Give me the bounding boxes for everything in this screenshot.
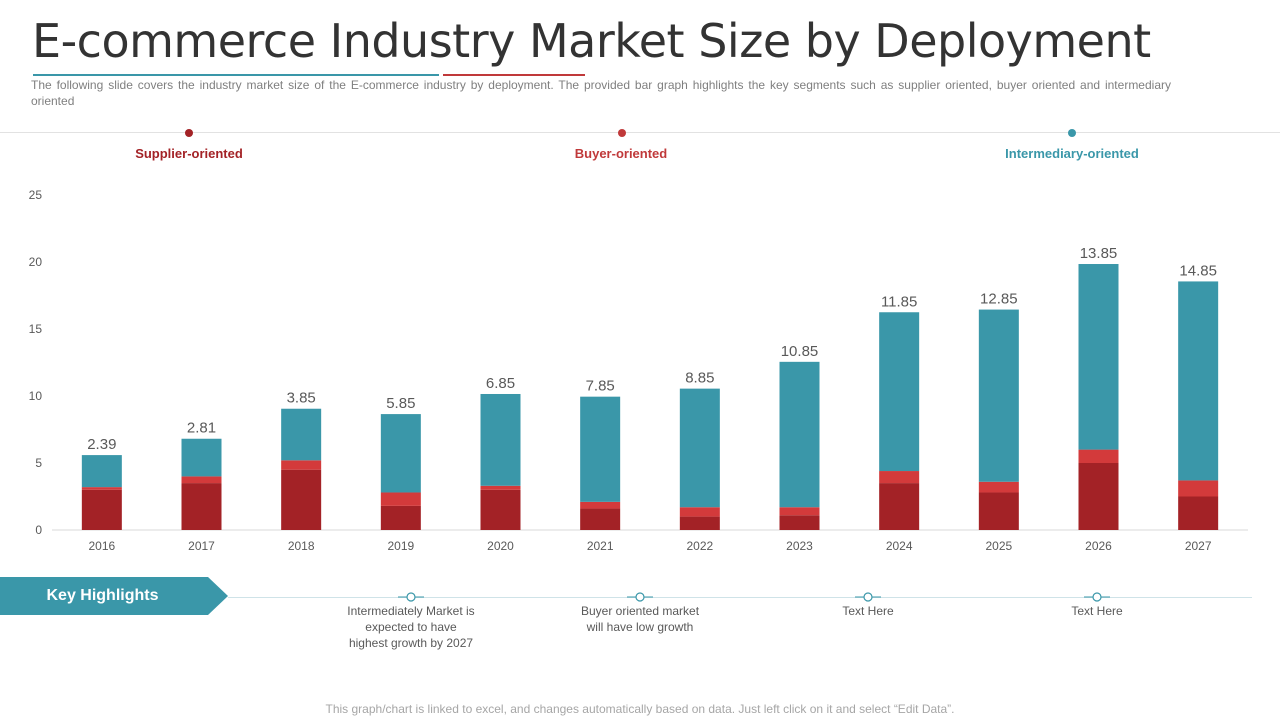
data-label: 14.85	[1179, 262, 1217, 279]
highlight-note-1: Intermediately Market is expected to hav…	[347, 604, 475, 650]
data-label: 6.85	[486, 375, 515, 392]
segment-dot-supplier	[185, 129, 193, 137]
data-label: 12.85	[980, 291, 1018, 308]
bar-segment	[879, 471, 920, 484]
x-tick-label: 2016	[88, 539, 115, 553]
y-tick-label: 5	[35, 456, 42, 470]
x-tick-label: 2018	[288, 539, 315, 553]
x-tick-label: 2022	[686, 539, 713, 553]
x-tick-label: 2027	[1185, 539, 1212, 553]
data-label: 2.39	[87, 436, 116, 453]
bar-segment	[81, 489, 122, 530]
bar-segment	[1078, 449, 1119, 463]
highlight-note-2: Buyer oriented market will have low grow…	[580, 604, 700, 634]
data-label: 3.85	[287, 390, 316, 407]
bar-segment	[1078, 264, 1119, 450]
bar-segment	[181, 438, 222, 477]
x-tick-label: 2021	[587, 539, 614, 553]
bar-segment	[181, 476, 222, 484]
bar-segment	[779, 515, 820, 530]
highlight-marker	[855, 592, 881, 602]
bar-segment	[679, 507, 720, 517]
bar-segment	[779, 507, 820, 516]
segment-divider	[0, 132, 1280, 133]
highlight-note-4: Text Here	[1071, 604, 1123, 618]
bar-segment	[1178, 480, 1219, 497]
y-tick-label: 10	[29, 389, 43, 403]
segment-dot-intermediary	[1068, 129, 1076, 137]
data-label: 13.85	[1080, 245, 1118, 262]
x-tick-label: 2017	[188, 539, 215, 553]
bar-segment	[978, 492, 1019, 530]
bar-segment	[580, 396, 621, 502]
key-highlights-banner	[0, 577, 228, 615]
bar-segment	[380, 414, 421, 493]
bar-segment	[181, 483, 222, 530]
y-tick-label: 15	[29, 322, 43, 336]
x-tick-label: 2026	[1085, 539, 1112, 553]
bar-segment	[480, 489, 521, 530]
data-label: 2.81	[187, 420, 216, 437]
bar-segment	[879, 483, 920, 530]
bar-segment	[281, 460, 322, 470]
data-label: 7.85	[586, 378, 615, 395]
bar-segment	[580, 508, 621, 530]
bar-segment	[1078, 463, 1119, 530]
highlight-marker	[398, 592, 424, 602]
highlight-marker	[627, 592, 653, 602]
bar-segment	[679, 516, 720, 530]
y-tick-label: 25	[29, 188, 43, 202]
highlight-note-3: Text Here	[842, 604, 894, 618]
bar-segment	[879, 312, 920, 472]
bar-segment	[281, 408, 322, 461]
bar-segment	[679, 388, 720, 508]
segment-label-buyer: Buyer-oriented	[574, 146, 668, 161]
bar-segment	[81, 487, 122, 490]
y-tick-label: 0	[35, 523, 42, 537]
bar-segment	[380, 492, 421, 506]
bar-segment	[1178, 496, 1219, 530]
bar-segment	[480, 393, 521, 486]
title-underline-red	[443, 74, 585, 76]
highlight-marker	[1084, 592, 1110, 602]
data-label: 8.85	[685, 370, 714, 387]
y-tick-label: 20	[29, 255, 43, 269]
x-tick-label: 2024	[886, 539, 913, 553]
x-tick-label: 2025	[985, 539, 1012, 553]
footer-note: This graph/chart is linked to excel, and…	[325, 702, 955, 716]
page-title: E-commerce Industry Market Size by Deplo…	[32, 14, 1151, 68]
bar-segment	[480, 485, 521, 490]
page-subtitle: The following slide covers the industry …	[31, 78, 1171, 108]
key-highlights-label: Key Highlights	[46, 587, 159, 604]
bar-segment	[81, 455, 122, 488]
segment-dot-buyer	[618, 129, 626, 137]
bar-segment	[779, 361, 820, 508]
x-tick-label: 2023	[786, 539, 813, 553]
stacked-bar-chart[interactable]: 05101520252.3920162.8120173.8520185.8520…	[0, 180, 1280, 560]
bar-segment	[380, 505, 421, 530]
data-label: 5.85	[386, 395, 415, 412]
data-label: 11.85	[881, 293, 917, 310]
data-label: 10.85	[781, 343, 819, 360]
bar-segment	[580, 501, 621, 509]
segment-label-intermediary: Intermediary-oriented	[1005, 146, 1139, 161]
bar-segment	[1178, 281, 1219, 481]
bar-segment	[978, 481, 1019, 493]
bar-segment	[978, 309, 1019, 482]
highlights-timeline	[228, 597, 1252, 598]
x-tick-label: 2020	[487, 539, 514, 553]
title-underline-teal	[33, 74, 439, 76]
x-tick-label: 2019	[387, 539, 414, 553]
bar-segment	[281, 469, 322, 530]
segment-label-supplier: Supplier-oriented	[135, 146, 243, 161]
